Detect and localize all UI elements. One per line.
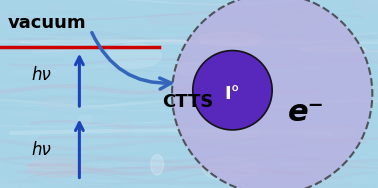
Ellipse shape [307,178,353,188]
Circle shape [193,51,272,130]
Ellipse shape [151,154,164,175]
Ellipse shape [178,0,217,15]
Text: vacuum: vacuum [8,14,86,32]
Ellipse shape [316,80,378,97]
Ellipse shape [107,43,161,68]
Ellipse shape [147,15,204,24]
Ellipse shape [176,62,210,75]
Text: e⁻: e⁻ [288,98,325,127]
Ellipse shape [332,147,348,159]
Ellipse shape [303,125,354,138]
Ellipse shape [202,157,258,181]
Ellipse shape [231,24,305,45]
Ellipse shape [197,32,262,46]
Ellipse shape [78,115,93,124]
Ellipse shape [39,97,85,108]
Ellipse shape [43,5,61,11]
Ellipse shape [299,46,366,52]
Ellipse shape [186,130,259,139]
Text: CTTS: CTTS [163,92,214,111]
Ellipse shape [351,50,378,63]
Text: hν: hν [32,141,51,159]
Text: hν: hν [32,66,51,84]
Ellipse shape [353,0,378,13]
Ellipse shape [267,6,328,30]
Ellipse shape [28,158,85,177]
Ellipse shape [111,116,132,139]
Text: I°: I° [225,85,240,103]
Ellipse shape [302,160,364,174]
Ellipse shape [358,128,378,136]
Ellipse shape [191,27,265,48]
Circle shape [172,0,372,188]
